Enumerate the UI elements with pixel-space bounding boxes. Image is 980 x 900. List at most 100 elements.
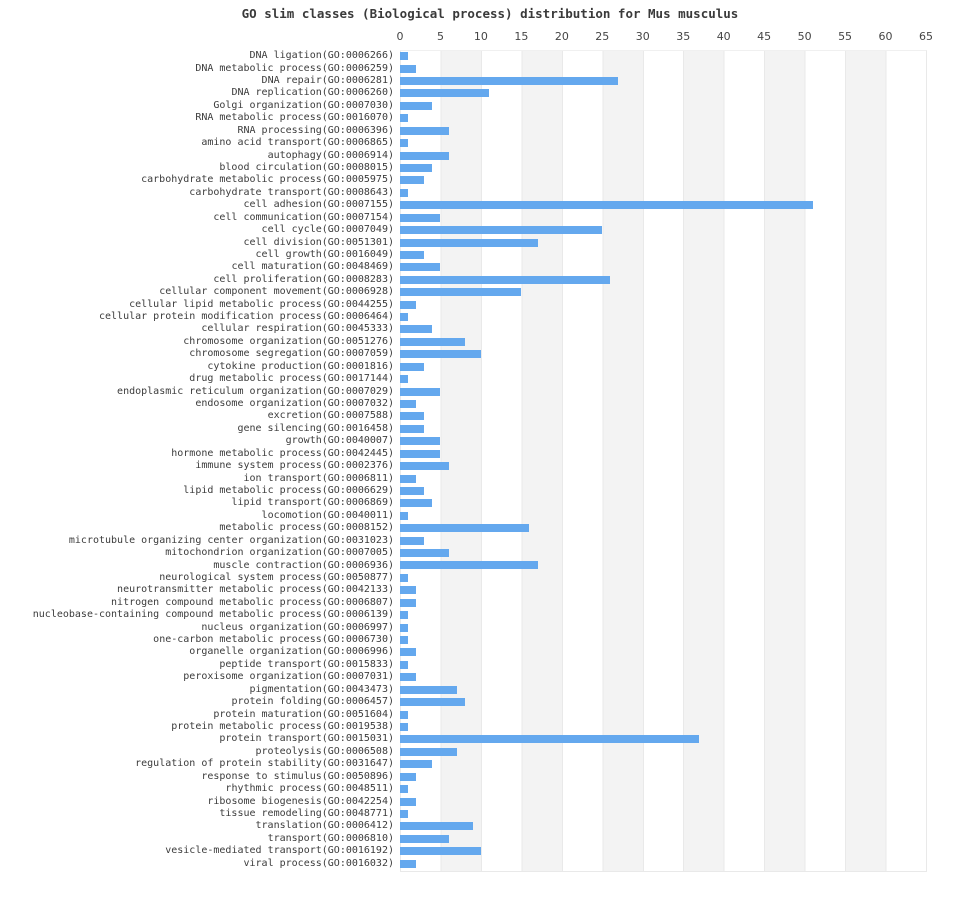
category-label: rhythmic process(GO:0048511) <box>225 783 394 795</box>
category-label: carbohydrate transport(GO:0008643) <box>189 186 394 198</box>
bar-track <box>400 224 926 236</box>
value-bar <box>400 163 433 172</box>
bar-track <box>400 199 926 211</box>
chart-row: viral process(GO:0016032) <box>0 857 980 869</box>
value-bar <box>400 486 425 495</box>
value-bar <box>400 834 449 843</box>
chart-row: cell cycle(GO:0007049) <box>0 224 980 236</box>
bar-track <box>400 423 926 435</box>
bar-track <box>400 758 926 770</box>
chart-row: RNA metabolic process(GO:0016070) <box>0 112 980 124</box>
value-bar <box>400 188 409 197</box>
value-bar <box>400 313 409 322</box>
chart-row: hormone metabolic process(GO:0042445) <box>0 448 980 460</box>
chart-row: locomotion(GO:0040011) <box>0 510 980 522</box>
chart-row: endoplasmic reticulum organization(GO:00… <box>0 385 980 397</box>
bar-track <box>400 435 926 447</box>
value-bar <box>400 598 417 607</box>
value-bar <box>400 114 409 123</box>
value-bar <box>400 201 813 210</box>
bar-track <box>400 572 926 584</box>
category-label: gene silencing(GO:0016458) <box>237 422 394 434</box>
value-bar <box>400 101 433 110</box>
value-bar <box>400 660 409 669</box>
value-bar <box>400 809 409 818</box>
x-axis-tick-label: 0 <box>396 30 404 43</box>
category-label: cell cycle(GO:0007049) <box>261 224 394 236</box>
chart-row: endosome organization(GO:0007032) <box>0 398 980 410</box>
value-bar <box>400 710 409 719</box>
bar-track <box>400 472 926 484</box>
chart-row: one-carbon metabolic process(GO:0006730) <box>0 634 980 646</box>
bar-track <box>400 286 926 298</box>
bar-track <box>400 112 926 124</box>
chart-title: GO slim classes (Biological process) dis… <box>241 6 739 21</box>
chart-row: proteolysis(GO:0006508) <box>0 746 980 758</box>
category-label: blood circulation(GO:0008015) <box>219 162 394 173</box>
chart-row: translation(GO:0006412) <box>0 820 980 832</box>
chart-row: autophagy(GO:0006914) <box>0 149 980 161</box>
value-bar <box>400 536 425 545</box>
value-bar <box>400 350 481 359</box>
value-bar <box>400 437 441 446</box>
x-axis-tick-label: 25 <box>595 30 610 43</box>
category-label: growth(GO:0040007) <box>285 435 394 447</box>
value-bar <box>400 77 619 86</box>
category-label: cell adhesion(GO:0007155) <box>243 199 394 211</box>
category-label: cell growth(GO:0016049) <box>255 248 394 260</box>
bar-track <box>400 274 926 286</box>
bar-track <box>400 708 926 720</box>
chart-row: mitochondrion organization(GO:0007005) <box>0 547 980 559</box>
category-label: endosome organization(GO:0007032) <box>195 398 394 410</box>
value-bar <box>400 226 603 235</box>
chart-row: metabolic process(GO:0008152) <box>0 522 980 534</box>
value-bar <box>400 549 449 558</box>
category-label: nitrogen compound metabolic process(GO:0… <box>111 596 394 608</box>
x-axis-tick-label: 45 <box>757 30 772 43</box>
chart-row: cellular component movement(GO:0006928) <box>0 286 980 298</box>
category-label: peptide transport(GO:0015833) <box>219 658 394 670</box>
value-bar <box>400 400 417 408</box>
bar-track <box>400 820 926 832</box>
category-label: metabolic process(GO:0008152) <box>219 522 394 534</box>
category-label: protein folding(GO:0006457) <box>231 696 394 708</box>
category-label: proteolysis(GO:0006508) <box>255 745 394 757</box>
x-axis-tick-label: 50 <box>797 30 812 43</box>
value-bar <box>400 722 409 731</box>
category-label: RNA metabolic process(GO:0016070) <box>195 112 394 124</box>
value-bar <box>400 561 538 570</box>
value-bar <box>400 126 449 135</box>
chart-row: RNA processing(GO:0006396) <box>0 125 980 137</box>
value-bar <box>400 449 441 458</box>
value-bar <box>400 412 425 421</box>
category-label: one-carbon metabolic process(GO:0006730) <box>153 634 394 646</box>
value-bar <box>400 424 425 433</box>
category-label: endoplasmic reticulum organization(GO:00… <box>117 385 394 397</box>
category-label: transport(GO:0006810) <box>267 832 394 844</box>
bar-track <box>400 361 926 373</box>
chart-row: cell growth(GO:0016049) <box>0 249 980 261</box>
bar-track <box>400 385 926 397</box>
category-label: DNA repair(GO:0006281) <box>261 75 394 87</box>
category-label: immune system process(GO:0002376) <box>195 460 394 472</box>
chart-row: immune system process(GO:0002376) <box>0 460 980 472</box>
value-bar <box>400 238 538 247</box>
bar-track <box>400 211 926 223</box>
value-bar <box>400 288 522 297</box>
bar-track <box>400 62 926 74</box>
chart-row: ion transport(GO:0006811) <box>0 472 980 484</box>
category-label: nucleus organization(GO:0006997) <box>201 621 394 633</box>
value-bar <box>400 524 530 533</box>
value-bar <box>400 176 425 185</box>
category-label: neurological system process(GO:0050877) <box>159 571 394 583</box>
value-bar <box>400 462 449 471</box>
bar-track <box>400 646 926 658</box>
value-bar <box>400 499 433 508</box>
chart-row: cellular lipid metabolic process(GO:0044… <box>0 298 980 310</box>
category-label: response to stimulus(GO:0050896) <box>201 770 394 782</box>
value-bar <box>400 337 465 346</box>
bar-track <box>400 609 926 621</box>
category-label: chromosome organization(GO:0051276) <box>183 335 394 347</box>
chart-row: neurotransmitter metabolic process(GO:00… <box>0 584 980 596</box>
value-bar <box>400 213 441 222</box>
